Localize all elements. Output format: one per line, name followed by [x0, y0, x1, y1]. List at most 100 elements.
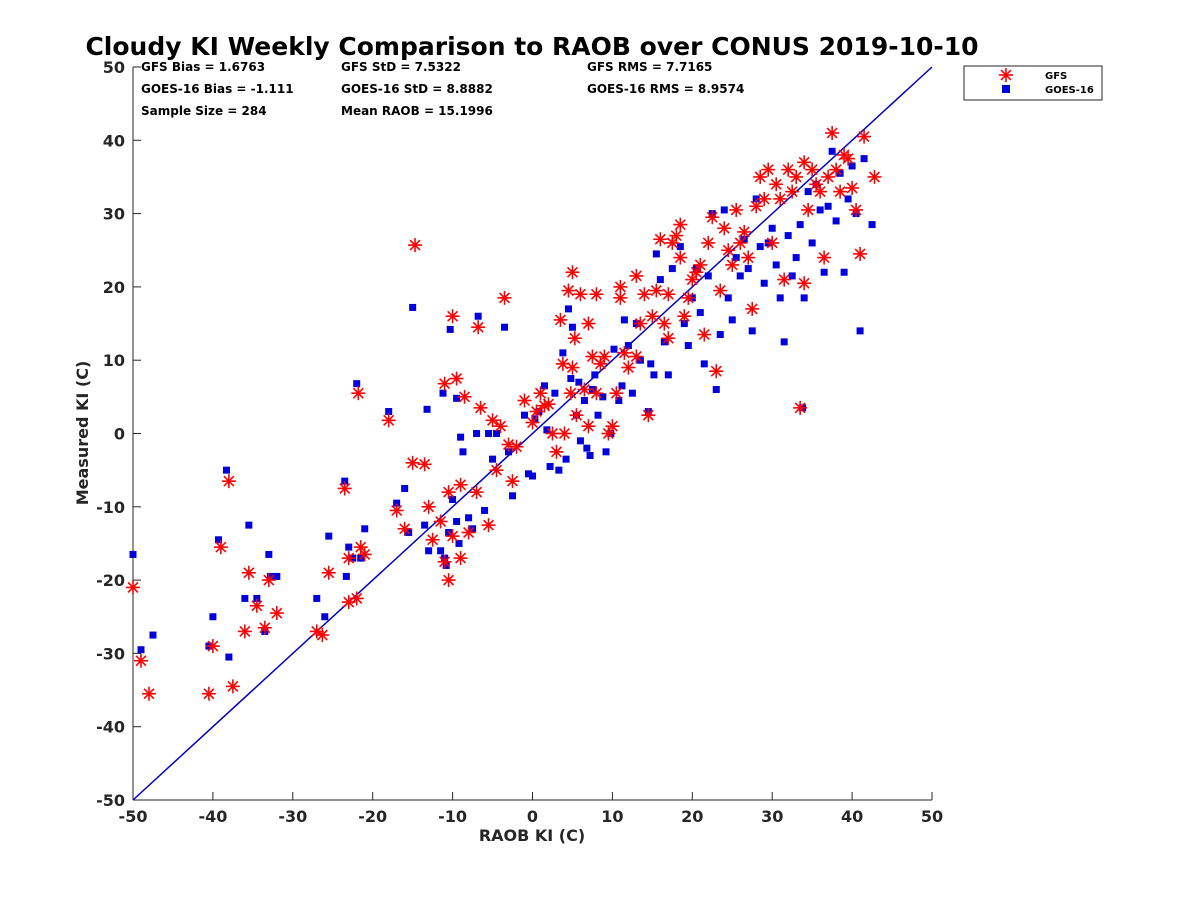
goes16-point: [656, 276, 664, 284]
goes16-point: [509, 492, 517, 500]
stat-gfs-bias: GFS Bias = 1.6763: [141, 60, 265, 74]
y-tick-label: -50: [96, 791, 125, 810]
gfs-point: [805, 162, 820, 177]
goes16-point: [209, 613, 217, 621]
gfs-point: [833, 184, 848, 199]
gfs-point: [693, 257, 708, 272]
gfs-point: [421, 499, 436, 514]
goes16-point: [704, 272, 712, 280]
gfs-point: [761, 162, 776, 177]
gfs-point: [673, 250, 688, 265]
goes16-point: [610, 345, 618, 353]
gfs-point: [489, 463, 504, 478]
goes16-point: [345, 543, 353, 551]
gfs-point: [841, 151, 856, 166]
goes16-point: [602, 448, 610, 456]
gfs-point: [589, 386, 604, 401]
gfs-point: [737, 224, 752, 239]
gfs-point: [701, 235, 716, 250]
gfs-point: [405, 455, 420, 470]
goes16-point: [586, 451, 594, 459]
goes16-point: [489, 455, 497, 463]
goes16-point: [736, 272, 744, 280]
gfs-point: [213, 540, 228, 555]
goes16-point: [245, 521, 253, 529]
goes16-point: [265, 550, 273, 558]
y-tick-label: -10: [96, 498, 125, 517]
gfs-point: [669, 228, 684, 243]
goes16-point: [732, 254, 740, 262]
gfs-point: [457, 389, 472, 404]
legend-gfs-marker: [999, 68, 1013, 82]
goes16-point: [501, 323, 509, 331]
goes16-point: [752, 195, 760, 203]
gfs-point: [789, 169, 804, 184]
goes16-point: [840, 268, 848, 276]
gfs-point: [533, 386, 548, 401]
gfs-point: [717, 221, 732, 236]
x-tick-label: 50: [921, 807, 943, 826]
goes16-point: [225, 653, 233, 661]
gfs-point: [849, 202, 864, 217]
stat-gfs-rms: GFS RMS = 7.7165: [587, 60, 712, 74]
goes16-point: [744, 265, 752, 273]
gfs-point: [553, 312, 568, 327]
stat-goes-rms: GOES-16 RMS = 8.9574: [587, 82, 744, 96]
gfs-point: [433, 514, 448, 529]
goes16-point: [664, 371, 672, 379]
gfs-point: [493, 419, 508, 434]
gfs-point: [581, 316, 596, 331]
goes16-point: [421, 521, 429, 529]
gfs-point: [729, 202, 744, 217]
goes16-point: [780, 338, 788, 346]
gfs-point: [817, 250, 832, 265]
goes16-point: [222, 466, 230, 474]
gfs-point: [641, 408, 656, 423]
gfs-point: [445, 309, 460, 324]
gfs-point: [437, 376, 452, 391]
y-tick-label: 20: [103, 278, 125, 297]
goes16-point: [361, 525, 369, 533]
gfs-point: [661, 287, 676, 302]
y-tick-label: -20: [96, 571, 125, 590]
gfs-point: [237, 624, 252, 639]
goes16-point: [832, 217, 840, 225]
gfs-point: [417, 457, 432, 472]
goes16-point: [459, 448, 467, 456]
goes16-point: [453, 394, 461, 402]
goes16-point: [385, 408, 393, 416]
gfs-point: [689, 265, 704, 280]
gfs-point: [201, 686, 216, 701]
gfs-point: [797, 276, 812, 291]
gfs-point: [469, 485, 484, 500]
gfs-point: [785, 184, 800, 199]
gfs-point: [829, 162, 844, 177]
gfs-point: [629, 349, 644, 364]
stat-gfs-std: GFS StD = 7.5322: [341, 60, 461, 74]
goes16-point: [551, 389, 559, 397]
goes16-point: [493, 430, 501, 437]
goes16-point: [668, 265, 676, 273]
gfs-point: [609, 386, 624, 401]
gfs-point: [126, 580, 140, 595]
goes16-point: [423, 405, 431, 413]
stat-mean-raob: Mean RAOB = 15.1996: [341, 104, 493, 118]
gfs-point: [867, 169, 882, 184]
gfs-point: [225, 679, 240, 694]
x-tick-label: 20: [681, 807, 703, 826]
goes16-point: [647, 360, 655, 368]
gfs-point: [681, 290, 696, 305]
gfs-point: [349, 591, 364, 606]
x-tick-label: 10: [601, 807, 623, 826]
gfs-point: [351, 386, 366, 401]
goes16-point: [652, 250, 660, 258]
gfs-point: [597, 349, 612, 364]
y-tick-label: 0: [114, 425, 125, 444]
goes16-point: [620, 316, 628, 324]
y-axis-ticks: 50 40 30 20 10 0 -10 -20 -30 -40 -50: [96, 58, 141, 810]
goes16-point: [353, 380, 361, 388]
goes16-point: [485, 430, 493, 437]
goes16-point: [540, 382, 548, 390]
legend-box: [963, 65, 1103, 101]
